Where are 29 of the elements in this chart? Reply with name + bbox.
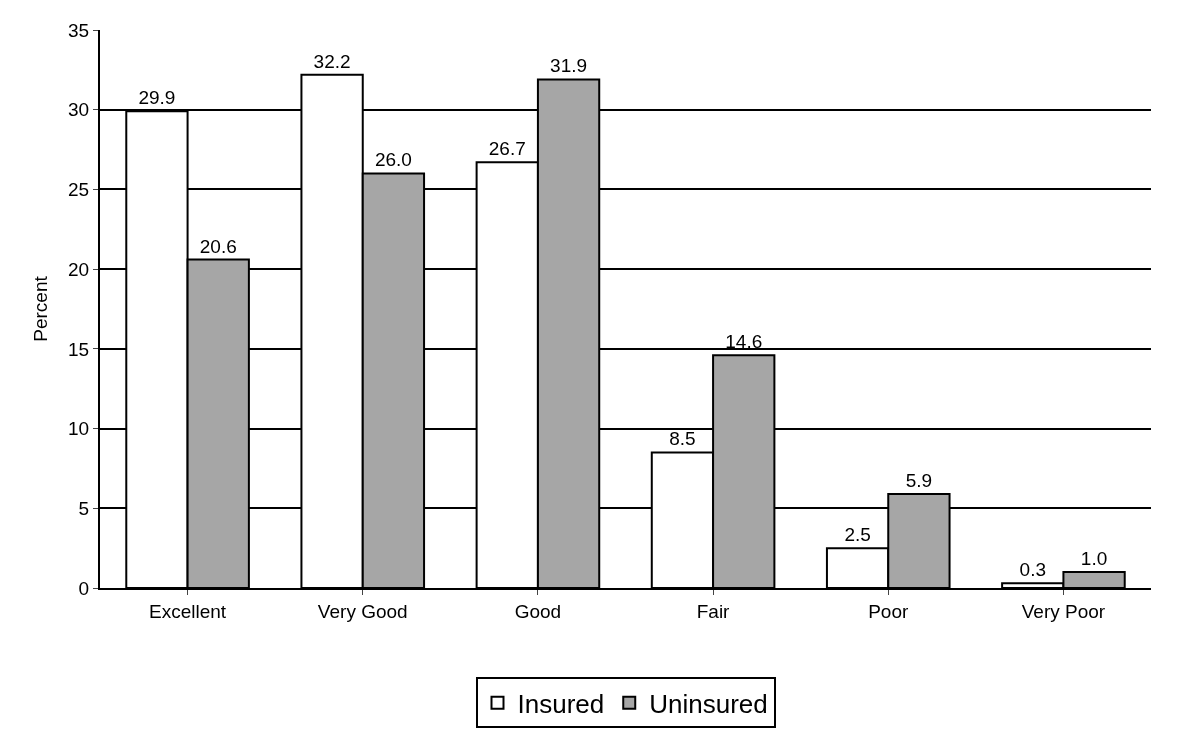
x-tick-label: Excellent — [149, 600, 227, 622]
y-tick-label: 10 — [68, 418, 90, 440]
x-tick-label: Fair — [696, 600, 731, 622]
x-tick-label: Poor — [868, 600, 909, 622]
data-label: 5.9 — [905, 469, 933, 491]
x-tick-label: Very Good — [317, 600, 408, 622]
data-label: 8.5 — [669, 428, 696, 450]
y-tick-label: 5 — [78, 497, 90, 519]
data-label: 26.7 — [488, 138, 526, 160]
data-label: 2.5 — [844, 524, 871, 546]
data-label: 0.3 — [1019, 559, 1046, 581]
y-tick-label: 15 — [68, 338, 90, 360]
data-label: 26.0 — [374, 149, 412, 171]
y-axis-title: Percent — [30, 275, 52, 342]
y-tick-label: 20 — [68, 258, 90, 280]
data-label: 32.2 — [313, 50, 351, 72]
data-label: 1.0 — [1080, 548, 1108, 570]
legend-label: Insured — [517, 688, 605, 719]
y-tick-label: 25 — [68, 179, 90, 201]
data-label: 31.9 — [550, 55, 588, 77]
x-tick-label: Very Poor — [1021, 600, 1106, 622]
y-tick-label: 35 — [68, 19, 90, 41]
data-label: 14.6 — [725, 331, 763, 353]
legend-label: Uninsured — [649, 688, 768, 719]
x-tick-label: Good — [514, 600, 562, 622]
y-tick-label: 0 — [78, 577, 90, 599]
y-tick-label: 30 — [68, 99, 90, 121]
data-label: 20.6 — [199, 235, 237, 257]
data-label: 29.9 — [138, 87, 176, 109]
